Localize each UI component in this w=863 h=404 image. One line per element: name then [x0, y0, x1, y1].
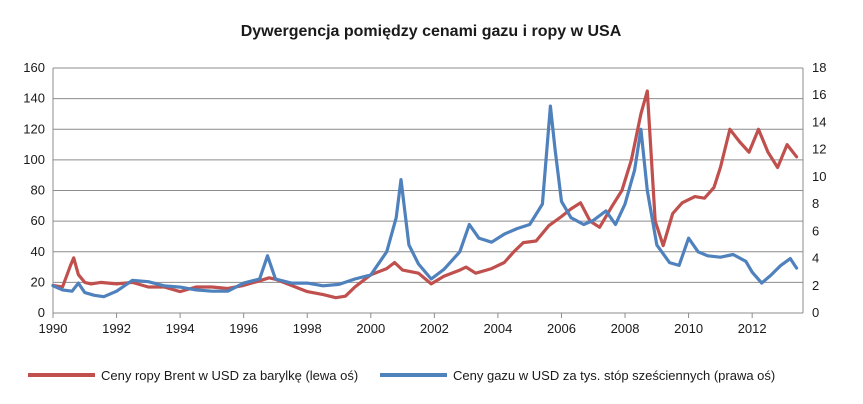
right-tick-label: 0 — [812, 305, 819, 320]
right-tick-label: 2 — [812, 278, 819, 293]
gas-price-line — [51, 104, 799, 299]
legend: Ceny ropy Brent w USD za barylkę (lewa o… — [28, 368, 775, 383]
left-tick-label: 160 — [23, 60, 45, 75]
x-tick-label: 2004 — [483, 321, 512, 336]
axes — [52, 68, 804, 314]
x-tick-label: 2002 — [420, 321, 449, 336]
right-tick-label: 18 — [812, 60, 826, 75]
gridlines — [53, 67, 803, 283]
right-tick-label: 4 — [812, 251, 819, 266]
x-tick-label: 2000 — [356, 321, 385, 336]
right-tick-label: 16 — [812, 87, 826, 102]
x-tick-label: 2008 — [611, 321, 640, 336]
left-tick-label: 0 — [38, 305, 45, 320]
left-tick-label: 40 — [31, 244, 45, 259]
right-tick-label: 14 — [812, 114, 826, 129]
left-tick-label: 60 — [31, 213, 45, 228]
right-tick-label: 12 — [812, 142, 826, 157]
left-y-axis-ticks: 0 20 40 60 80 100 120 140 160 — [23, 60, 45, 320]
x-tick-label: 1990 — [39, 321, 68, 336]
x-axis-ticks: 1990 1992 1994 1996 1998 2000 2002 2004 2006 2008… — [39, 313, 767, 336]
x-tick-label: 1996 — [229, 321, 258, 336]
oil-price-line — [51, 89, 799, 300]
series-lines — [51, 89, 799, 300]
x-tick-label: 2012 — [738, 321, 767, 336]
x-tick-label: 2006 — [547, 321, 576, 336]
right-tick-label: 6 — [812, 223, 819, 238]
x-tick-label: 1992 — [102, 321, 131, 336]
right-y-axis-ticks: 0 2 4 6 8 10 12 14 16 18 — [812, 60, 826, 320]
legend-label-gas: Ceny gazu w USD za tys. stóp sześciennyc… — [453, 368, 775, 383]
right-tick-label: 10 — [812, 169, 826, 184]
x-tick-label: 1994 — [166, 321, 195, 336]
left-tick-label: 140 — [23, 91, 45, 106]
left-tick-label: 120 — [23, 121, 45, 136]
left-tick-label: 80 — [31, 183, 45, 198]
x-tick-label: 1998 — [293, 321, 322, 336]
x-tick-label: 2010 — [674, 321, 703, 336]
chart-title: Dywergencja pomiędzy cenami gazu i ropy … — [241, 23, 622, 40]
right-tick-label: 8 — [812, 196, 819, 211]
left-tick-label: 20 — [31, 274, 45, 289]
legend-label-oil: Ceny ropy Brent w USD za barylkę (lewa o… — [101, 368, 358, 383]
left-tick-label: 100 — [23, 152, 45, 167]
